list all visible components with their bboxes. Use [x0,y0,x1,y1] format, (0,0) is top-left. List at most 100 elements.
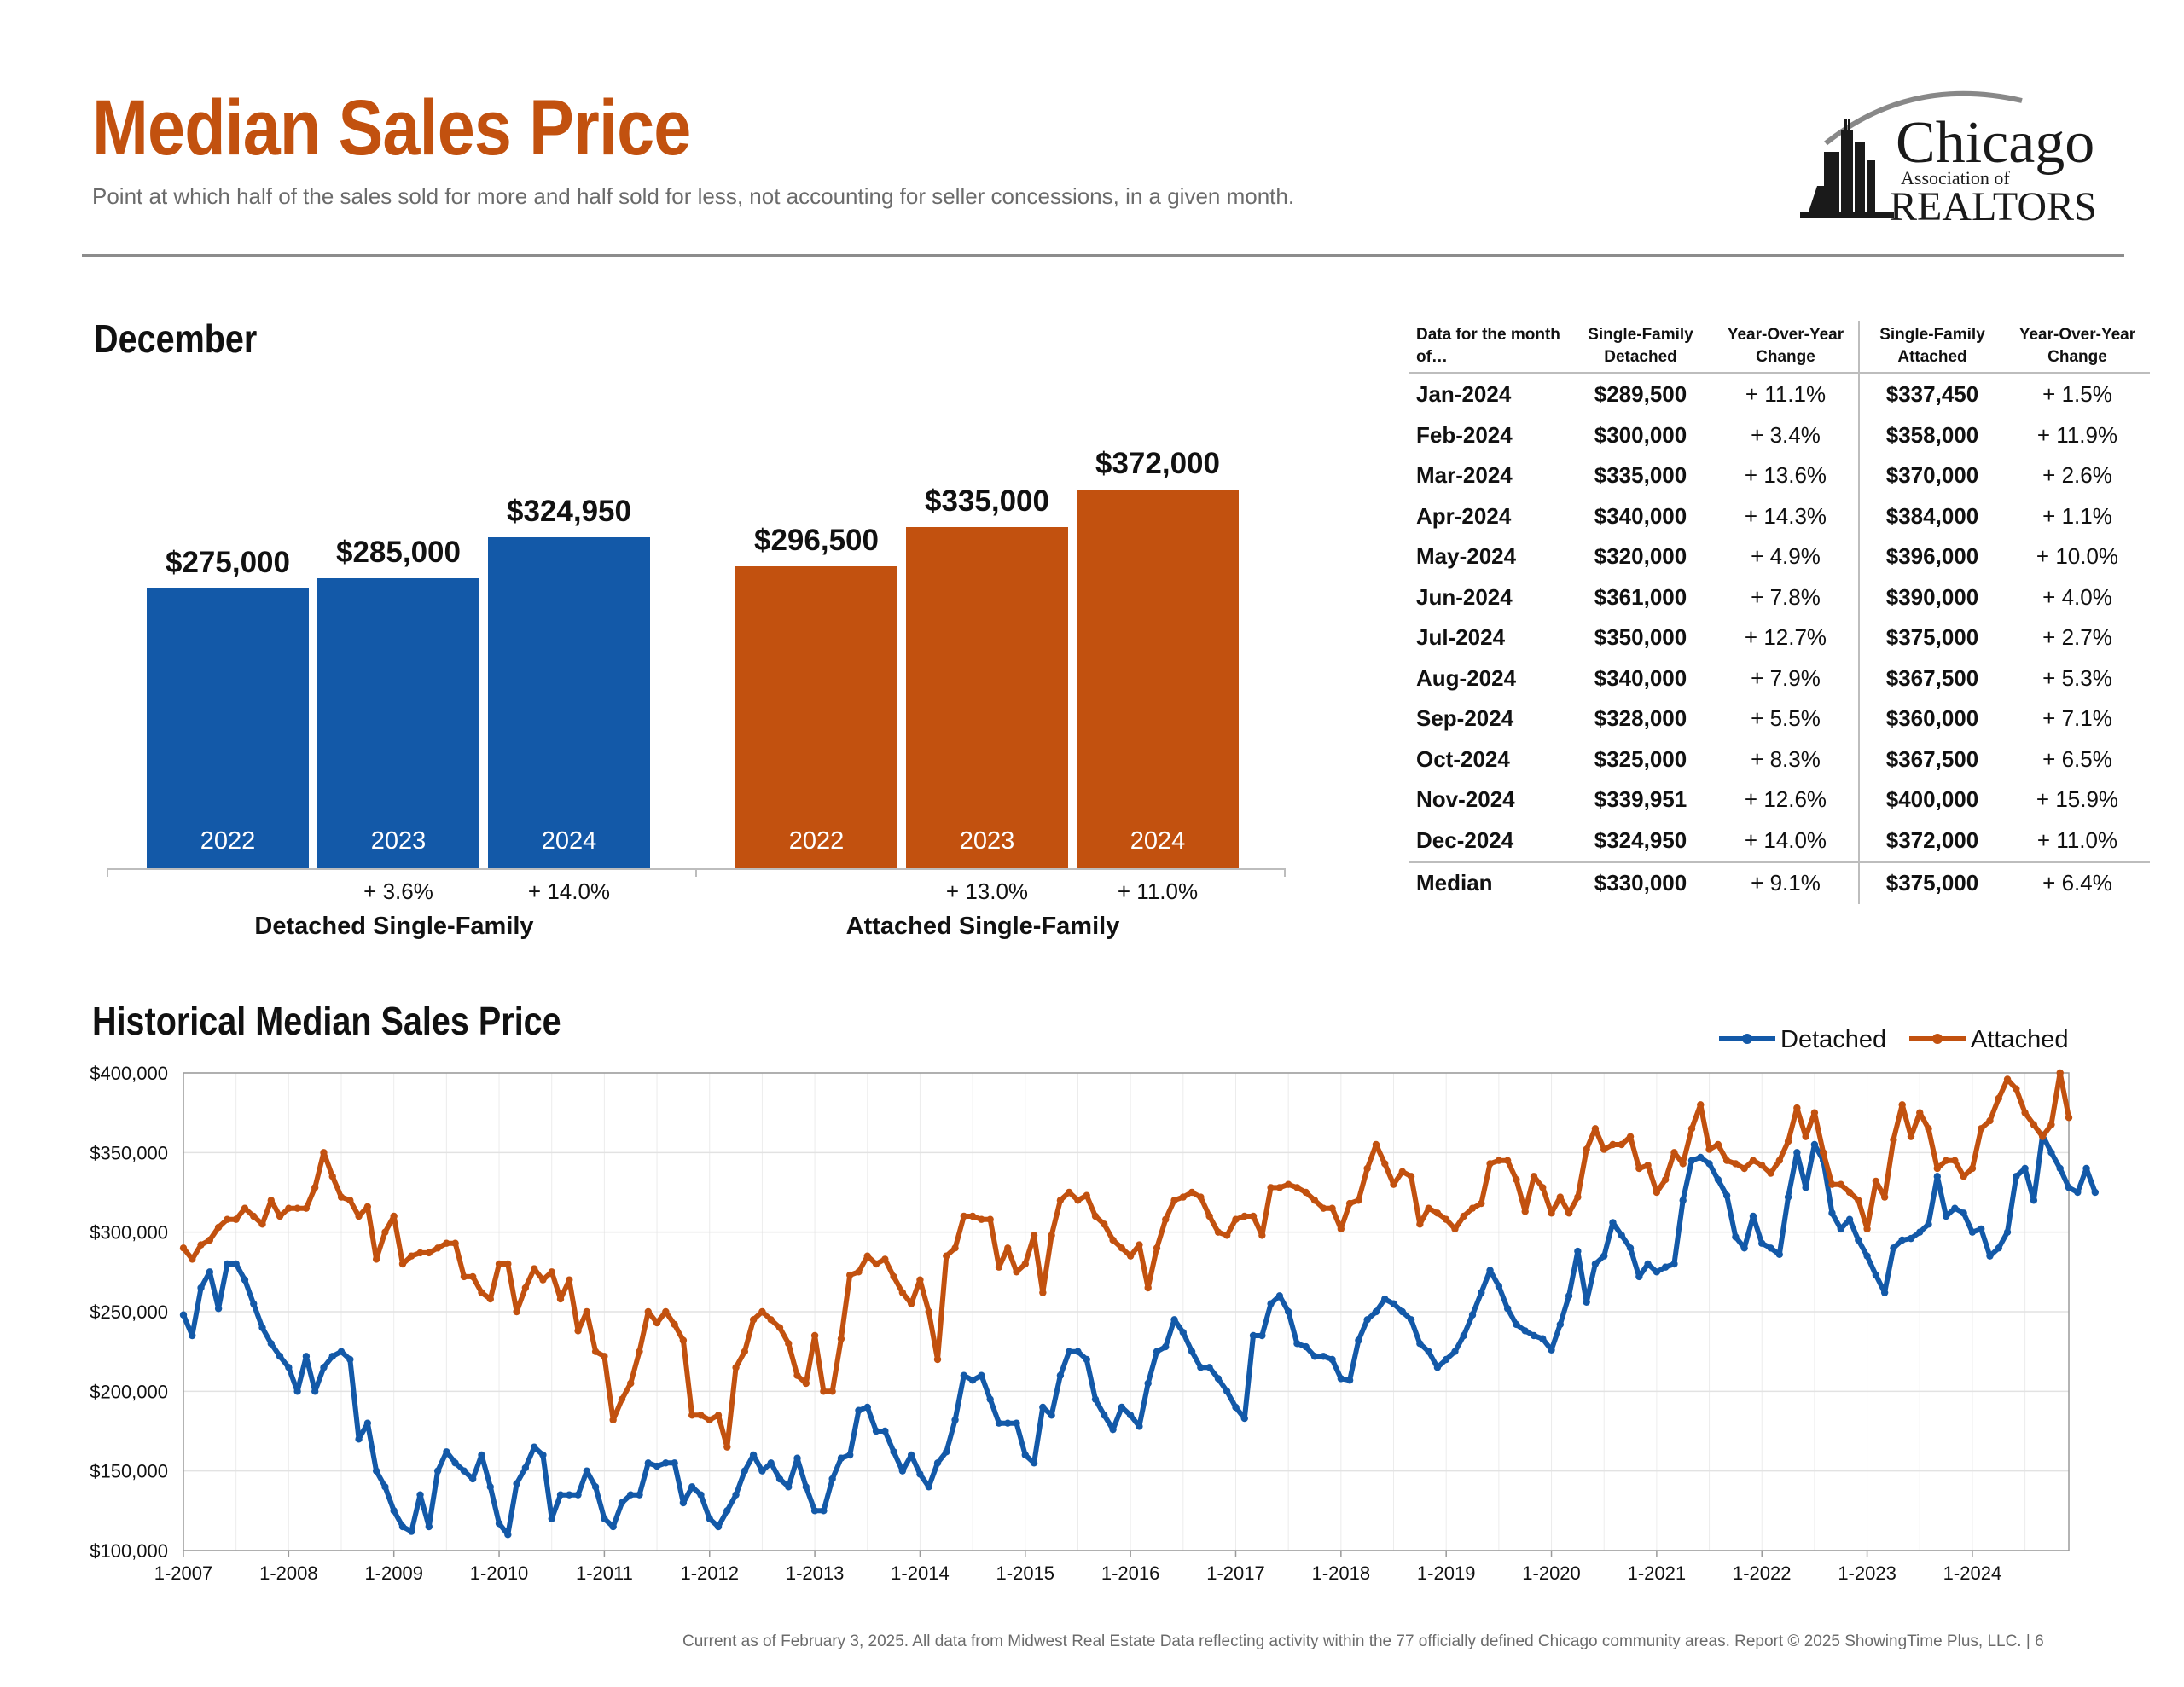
data-point-attached [1968,1164,1977,1173]
data-point-attached [1960,1173,1967,1180]
data-point-attached [1013,1268,1020,1276]
data-point-attached [1898,1101,1906,1109]
data-point-detached [907,1451,915,1459]
historical-line-chart: $100,000 $150,000 $200,000 $250,000 $300,000… [90,1026,2100,1584]
data-point-detached [1521,1327,1529,1335]
x-tick-label: 1-2018 [1312,1562,1371,1584]
data-point-attached [820,1388,828,1395]
data-point-attached [785,1340,793,1348]
bar-chart-tick [695,868,697,877]
detached-price-cell: $324,950 [1594,826,1687,853]
data-point-detached [1328,1355,1336,1364]
data-point-detached [898,1467,907,1475]
data-point-detached [460,1467,468,1475]
logo-realtors-text: REALTORS [1890,184,2097,229]
data-point-attached [1513,1175,1520,1184]
data-point-detached [855,1406,863,1414]
attached-change-cell: + 6.4% [2005,861,2150,904]
logo-association-text: Association of [1901,167,2010,188]
data-point-attached [1372,1140,1380,1149]
bar-year-label: 2024 [541,827,597,855]
data-point-attached [1495,1157,1503,1164]
data-point-detached [2056,1164,2064,1173]
data-point-detached [1310,1353,1319,1360]
data-point-attached [951,1244,959,1252]
month-cell: Mar-2024 [1416,462,1513,489]
data-point-detached [206,1268,214,1276]
bar-attached-2024 [1077,489,1239,868]
data-point-detached [179,1311,188,1319]
data-point-attached [1425,1204,1432,1212]
data-point-detached [486,1483,494,1491]
data-point-attached [276,1212,284,1220]
data-point-detached [916,1470,924,1478]
data-point-detached [749,1451,758,1459]
data-point-attached [241,1204,249,1212]
data-point-attached [1205,1212,1213,1220]
data-point-detached [1381,1295,1389,1303]
detached-price-cell: $328,000 [1594,705,1687,732]
data-point-detached [1205,1364,1213,1371]
page-title: Median Sales Price [92,84,691,171]
bar-chart-tick [1284,868,1286,877]
data-point-detached [1337,1375,1345,1383]
logo-chicago-text: Chicago [1896,110,2094,176]
data-point-detached [1705,1160,1713,1168]
detached-change-cell: + 13.6% [1713,455,1860,496]
data-point-detached [478,1451,485,1459]
data-point-attached [363,1203,372,1210]
data-point-attached [1978,1125,1985,1133]
data-point-detached [355,1435,363,1443]
data-point-detached [1810,1140,1819,1149]
x-tick-label: 1-2009 [364,1562,423,1584]
data-point-attached [381,1228,389,1236]
data-point-attached [1916,1109,1924,1116]
data-point-detached [1548,1346,1555,1354]
data-point-detached [1056,1371,1065,1379]
data-point-attached [1320,1204,1327,1212]
data-point-detached [1626,1244,1635,1252]
data-point-attached [1565,1209,1573,1217]
data-point-detached [1039,1403,1047,1412]
data-point-attached [1179,1193,1188,1201]
data-point-attached [758,1307,766,1316]
data-point-detached [1345,1377,1354,1384]
data-point-attached [1732,1160,1740,1168]
attached-price-cell: $367,500 [1885,664,1979,691]
bar-value-label: $296,500 [754,523,879,557]
data-point-attached [1907,1133,1915,1140]
data-point-attached [346,1197,354,1204]
data-point-detached [1556,1320,1565,1329]
data-point-detached [810,1507,819,1515]
detached-price-cell: $325,000 [1594,745,1687,772]
data-point-attached [636,1348,643,1355]
data-point-attached [810,1331,819,1340]
attached-price-cell: $358,000 [1885,421,1979,448]
data-point-detached [495,1520,503,1528]
data-point-attached [1863,1225,1871,1233]
data-point-attached [1775,1157,1783,1164]
data-point-attached [1591,1125,1600,1133]
data-point-attached [1223,1232,1231,1239]
data-point-detached [846,1451,854,1459]
data-point-attached [714,1412,723,1419]
data-point-detached [968,1377,977,1384]
x-tick-label: 1-2023 [1838,1562,1896,1584]
detached-change-cell: + 11.1% [1713,373,1860,415]
data-point-attached [1460,1212,1467,1220]
data-point-detached [1179,1329,1188,1336]
data-point-detached [1539,1335,1547,1342]
legend-label-attached: Attached [1971,1026,2068,1053]
data-point-attached [1144,1284,1152,1292]
data-point-attached [1451,1225,1459,1233]
data-point-detached [1758,1239,1766,1247]
detached-change-cell: + 9.1% [1713,861,1860,904]
data-point-detached [1775,1250,1783,1258]
detached-change-cell: + 12.7% [1713,617,1860,658]
data-point-attached [1749,1157,1757,1164]
data-point-attached [627,1379,635,1388]
data-point-detached [609,1522,617,1531]
table-median-row: Median $330,000 + 9.1% $375,000 + 6.4% [1409,861,2150,904]
data-point-detached [443,1448,450,1456]
bar-change-label: + 3.6% [363,878,433,904]
